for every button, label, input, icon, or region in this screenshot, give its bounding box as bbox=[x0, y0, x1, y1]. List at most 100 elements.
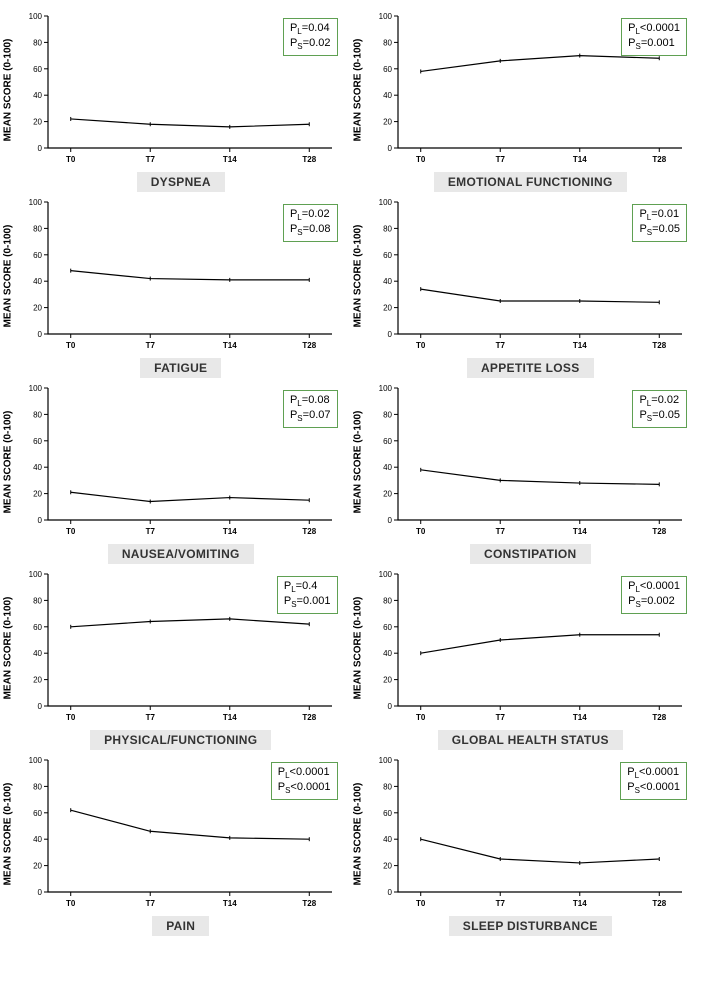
p-s-value: PS=0.05 bbox=[639, 223, 680, 238]
p-value-box: PL=0.04PS=0.02 bbox=[283, 18, 338, 56]
p-value-box: PL=0.08PS=0.07 bbox=[283, 390, 338, 428]
x-tick-label: T7 bbox=[495, 713, 505, 722]
y-axis-label: MEAN SCORE (0-100) bbox=[352, 411, 363, 514]
p-l-value: PL=0.01 bbox=[639, 208, 680, 223]
x-tick-label: T14 bbox=[223, 341, 237, 350]
y-axis-label: MEAN SCORE (0-100) bbox=[3, 783, 14, 886]
p-value-box: PL<0.0001PS=0.001 bbox=[621, 18, 687, 56]
chart-wrap: MEAN SCORE (0-100)020406080100T0T7T14T28… bbox=[360, 10, 702, 170]
y-tick-label: 80 bbox=[33, 596, 42, 605]
y-tick-label: 100 bbox=[29, 570, 43, 579]
chart-title: DYSPNEA bbox=[137, 172, 225, 192]
p-l-value: PL=0.08 bbox=[290, 394, 331, 409]
y-tick-label: 80 bbox=[33, 782, 42, 791]
x-tick-label: T0 bbox=[66, 155, 76, 164]
y-axis-label: MEAN SCORE (0-100) bbox=[3, 225, 14, 328]
chart-panel: MEAN SCORE (0-100)020406080100T0T7T14T28… bbox=[10, 10, 352, 192]
x-tick-label: T0 bbox=[66, 899, 76, 908]
p-s-value: PS<0.0001 bbox=[278, 781, 331, 796]
y-tick-label: 40 bbox=[383, 277, 392, 286]
y-tick-label: 0 bbox=[38, 702, 43, 711]
y-tick-label: 60 bbox=[383, 65, 392, 74]
data-line bbox=[71, 619, 310, 627]
y-tick-label: 40 bbox=[383, 91, 392, 100]
chart-panel: MEAN SCORE (0-100)020406080100T0T7T14T28… bbox=[360, 10, 702, 192]
x-tick-label: T28 bbox=[302, 341, 316, 350]
y-tick-label: 20 bbox=[383, 862, 392, 871]
y-tick-label: 20 bbox=[383, 118, 392, 127]
y-tick-label: 100 bbox=[378, 570, 392, 579]
y-tick-label: 40 bbox=[383, 649, 392, 658]
y-tick-label: 80 bbox=[383, 224, 392, 233]
chart-title: PAIN bbox=[152, 916, 209, 936]
y-tick-label: 0 bbox=[387, 702, 392, 711]
y-tick-label: 100 bbox=[378, 198, 392, 207]
y-tick-label: 60 bbox=[33, 437, 42, 446]
y-tick-label: 40 bbox=[33, 277, 42, 286]
p-s-value: PS=0.002 bbox=[628, 595, 680, 610]
y-tick-label: 80 bbox=[33, 38, 42, 47]
y-tick-label: 0 bbox=[38, 516, 43, 525]
y-tick-label: 100 bbox=[29, 384, 43, 393]
y-tick-label: 20 bbox=[33, 118, 42, 127]
p-value-box: PL=0.4PS=0.001 bbox=[277, 576, 338, 614]
y-tick-label: 20 bbox=[33, 304, 42, 313]
y-tick-label: 0 bbox=[387, 516, 392, 525]
y-tick-label: 60 bbox=[33, 65, 42, 74]
chart-wrap: MEAN SCORE (0-100)020406080100T0T7T14T28… bbox=[10, 754, 352, 914]
x-tick-label: T14 bbox=[572, 713, 586, 722]
chart-wrap: MEAN SCORE (0-100)020406080100T0T7T14T28… bbox=[360, 568, 702, 728]
y-tick-label: 100 bbox=[29, 756, 43, 765]
y-tick-label: 100 bbox=[378, 12, 392, 21]
x-tick-label: T0 bbox=[416, 527, 426, 536]
x-tick-label: T0 bbox=[416, 899, 426, 908]
p-value-box: PL<0.0001PS<0.0001 bbox=[271, 762, 338, 800]
p-s-value: PS=0.08 bbox=[290, 223, 331, 238]
p-l-value: PL<0.0001 bbox=[628, 22, 680, 37]
x-tick-label: T14 bbox=[572, 899, 586, 908]
chart-wrap: MEAN SCORE (0-100)020406080100T0T7T14T28… bbox=[10, 382, 352, 542]
data-line bbox=[71, 810, 310, 839]
p-s-value: PS=0.001 bbox=[628, 37, 680, 52]
y-tick-label: 40 bbox=[33, 463, 42, 472]
chart-wrap: MEAN SCORE (0-100)020406080100T0T7T14T28… bbox=[360, 382, 702, 542]
y-tick-label: 20 bbox=[33, 490, 42, 499]
y-tick-label: 0 bbox=[38, 330, 43, 339]
p-l-value: PL=0.4 bbox=[284, 580, 331, 595]
chart-title: EMOTIONAL FUNCTIONING bbox=[434, 172, 627, 192]
x-tick-label: T14 bbox=[223, 713, 237, 722]
x-tick-label: T28 bbox=[652, 527, 666, 536]
p-l-value: PL=0.02 bbox=[639, 394, 680, 409]
x-tick-label: T28 bbox=[652, 341, 666, 350]
p-s-value: PS=0.05 bbox=[639, 409, 680, 424]
x-tick-label: T0 bbox=[66, 341, 76, 350]
y-tick-label: 100 bbox=[378, 756, 392, 765]
p-l-value: PL<0.0001 bbox=[627, 766, 680, 781]
x-tick-label: T0 bbox=[416, 155, 426, 164]
x-tick-label: T0 bbox=[66, 713, 76, 722]
y-tick-label: 80 bbox=[383, 38, 392, 47]
y-tick-label: 60 bbox=[383, 623, 392, 632]
x-tick-label: T14 bbox=[223, 155, 237, 164]
y-tick-label: 80 bbox=[383, 596, 392, 605]
y-tick-label: 0 bbox=[387, 330, 392, 339]
p-s-value: PS=0.07 bbox=[290, 409, 331, 424]
x-tick-label: T0 bbox=[416, 713, 426, 722]
y-tick-label: 60 bbox=[33, 251, 42, 260]
chart-title: PHYSICAL/FUNCTIONING bbox=[90, 730, 271, 750]
x-tick-label: T14 bbox=[572, 527, 586, 536]
y-axis-label: MEAN SCORE (0-100) bbox=[3, 597, 14, 700]
y-tick-label: 60 bbox=[383, 251, 392, 260]
chart-panel: MEAN SCORE (0-100)020406080100T0T7T14T28… bbox=[360, 754, 702, 936]
y-axis-label: MEAN SCORE (0-100) bbox=[3, 39, 14, 142]
y-tick-label: 0 bbox=[387, 144, 392, 153]
p-s-value: PS=0.001 bbox=[284, 595, 331, 610]
data-line bbox=[420, 56, 659, 72]
chart-panel: MEAN SCORE (0-100)020406080100T0T7T14T28… bbox=[360, 196, 702, 378]
x-tick-label: T7 bbox=[495, 341, 505, 350]
y-tick-label: 20 bbox=[33, 676, 42, 685]
y-tick-label: 100 bbox=[29, 198, 43, 207]
y-tick-label: 0 bbox=[38, 144, 43, 153]
x-tick-label: T7 bbox=[146, 899, 156, 908]
p-s-value: PS<0.0001 bbox=[627, 781, 680, 796]
